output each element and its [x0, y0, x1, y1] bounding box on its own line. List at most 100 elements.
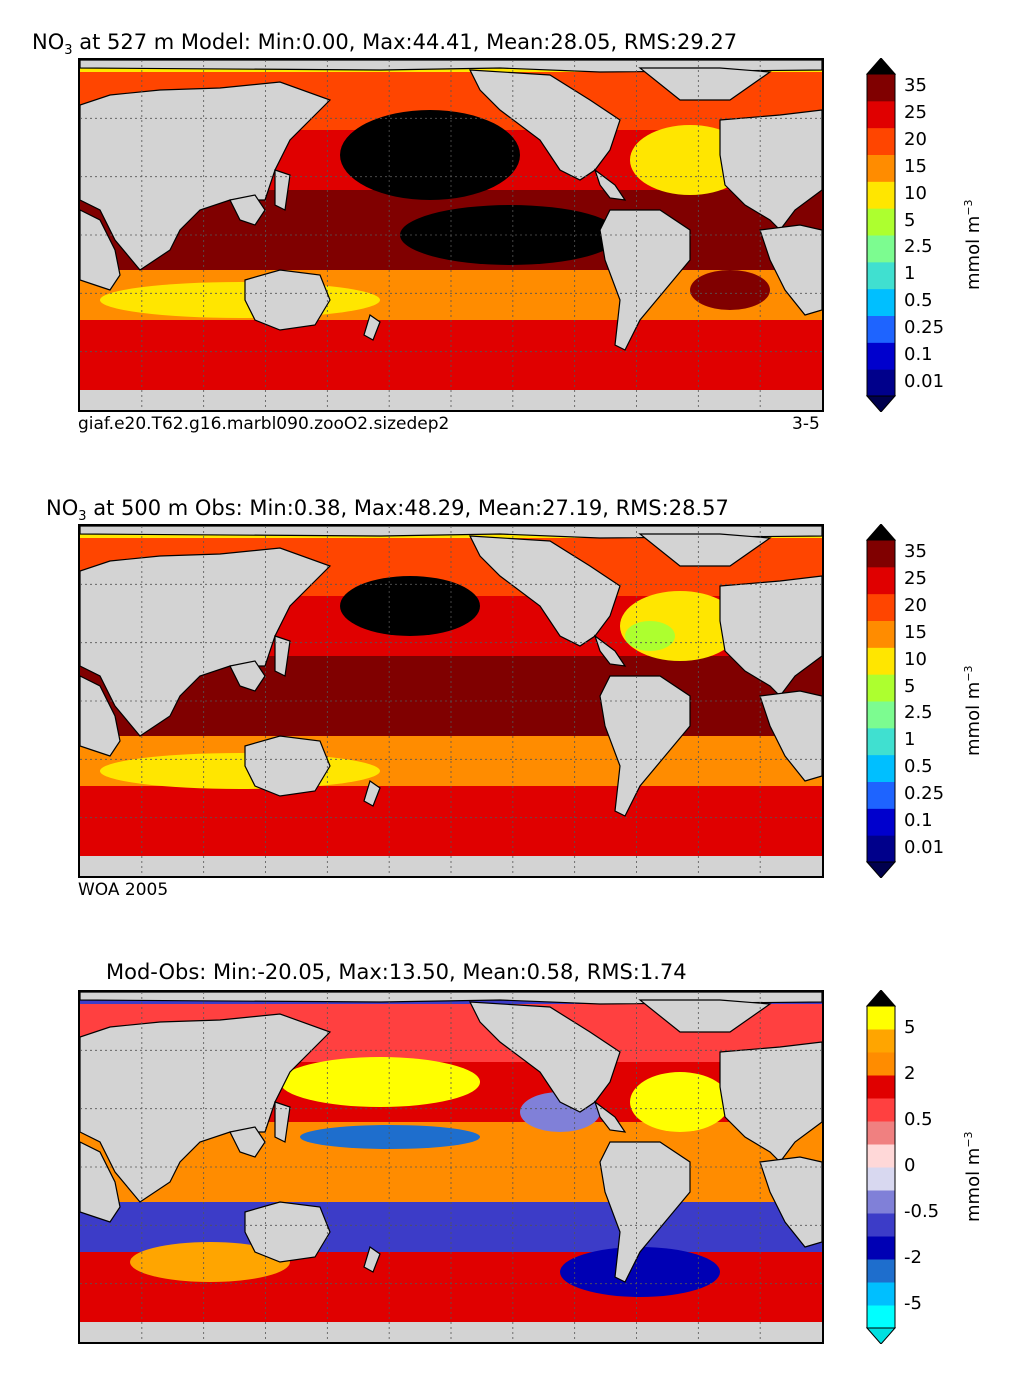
ocean-anomaly-blob [340, 110, 520, 200]
colorbar-tick-label: 10 [904, 648, 927, 670]
colorbar-unit-label: mmol m−3 [962, 199, 984, 290]
land-mass [229, 660, 266, 692]
colorbar-swatch [867, 540, 895, 568]
colorbar-unit-label: mmol m−3 [962, 1131, 984, 1222]
land-mass [80, 209, 121, 291]
colorbar-tick-label: 2.5 [904, 702, 933, 724]
ocean-anomaly-blob [280, 1057, 480, 1107]
land-mass [229, 194, 266, 226]
ocean-anomaly-blob [300, 1125, 480, 1149]
colorbar-tick-label: 0.5 [904, 1109, 933, 1130]
ocean-anomaly-blob [130, 1242, 290, 1282]
colorbar-swatch [867, 181, 895, 209]
model-year-label: 3-5 [792, 414, 820, 434]
ocean-anomaly-blob [625, 621, 675, 651]
colorbar-over-triangle [866, 990, 896, 1007]
colorbar-swatch [867, 261, 895, 290]
colorbar-swatch [867, 1305, 895, 1329]
colorbar-over-triangle [866, 524, 896, 541]
colorbar-swatch [867, 342, 895, 370]
colorbar-frame [866, 1005, 896, 1329]
colorbar-swatch [867, 288, 895, 316]
land-mass [759, 690, 822, 782]
land-mass [80, 81, 332, 271]
colorbar-unit-label: mmol m−3 [962, 665, 984, 756]
colorbar-under-triangle [866, 1327, 896, 1344]
colorbar-swatch [867, 1144, 895, 1168]
colorbar-swatch [867, 754, 895, 782]
land-mass [229, 1126, 266, 1158]
colorbar-tick-label: -5 [904, 1293, 922, 1314]
land-mass [80, 1013, 332, 1203]
ocean-anomaly-blob [340, 576, 480, 636]
colorbar-under-triangle [866, 861, 896, 878]
colorbar-tick-label: 0.01 [904, 836, 945, 858]
land-mass [80, 1141, 121, 1223]
model-map [78, 58, 824, 412]
colorbar-swatch [867, 1121, 895, 1145]
land-mass [638, 67, 772, 101]
colorbar-swatch [867, 1236, 895, 1260]
land-mass [244, 1201, 331, 1263]
land-mass [274, 169, 291, 211]
land-mass [759, 224, 822, 316]
ocean-anomaly-blob [560, 1247, 720, 1297]
colorbar-tick-label: 0 [904, 1155, 916, 1176]
land-mass [599, 1141, 691, 1283]
colorbar-swatch [867, 727, 895, 756]
land-mass [759, 1156, 822, 1248]
model-map-svg [80, 60, 822, 410]
colorbar-swatch [867, 74, 895, 102]
obs-source-label: WOA 2005 [78, 880, 169, 900]
colorbar-svg [866, 990, 896, 1344]
colorbar-tick-label: 1 [904, 263, 916, 285]
colorbar-swatch [867, 620, 895, 648]
colorbar-swatch [867, 1213, 895, 1237]
ocean-anomaly-blob [705, 704, 775, 728]
colorbar-tick-label: 15 [904, 155, 927, 177]
colorbar-swatch [867, 1052, 895, 1076]
colorbar-swatch [867, 1259, 895, 1283]
diff-map [78, 990, 824, 1344]
colorbar-tick-label: 15 [904, 621, 927, 643]
colorbar-swatch [867, 1098, 895, 1122]
ocean-anomaly-blob [690, 270, 770, 310]
land-mass [244, 269, 331, 331]
colorbar-tick-label: 0.5 [904, 290, 933, 312]
land-mass [468, 1001, 621, 1113]
colorbar-tick-label: 35 [904, 75, 927, 97]
colorbar-tick-label: 0.25 [904, 316, 945, 338]
colorbar-swatch [867, 808, 895, 836]
colorbar-swatch [867, 1006, 895, 1030]
colorbar-tick-label: 0.1 [904, 343, 933, 365]
diff-panel-title: Mod-Obs: Min:-20.05, Max:13.50, Mean:0.5… [106, 960, 687, 984]
colorbar-under-triangle [866, 395, 896, 412]
land-mass [468, 535, 621, 647]
model-panel-title: NO3 at 527 m Model: Min:0.00, Max:44.41,… [32, 30, 738, 59]
model-colorbar: 0.01 0.1 0.25 0.5 1 2.5 5 10 15 20 25 35 mmol m−3 [866, 58, 1006, 412]
colorbar-swatch [867, 154, 895, 182]
colorbar-swatch [867, 647, 895, 675]
colorbar-swatch [867, 315, 895, 343]
colorbar-tick-label: -2 [904, 1247, 922, 1268]
colorbar-tick-label: 35 [904, 541, 927, 563]
colorbar-swatch [867, 1167, 895, 1191]
diff-map-svg [80, 992, 822, 1342]
land-mass [80, 675, 121, 757]
colorbar-swatch [867, 1282, 895, 1306]
colorbar-tick-label: 0.01 [904, 370, 945, 392]
land-mass [363, 1246, 381, 1273]
colorbar-swatch [867, 781, 895, 809]
land-mass [599, 675, 691, 817]
colorbar-swatch [867, 100, 895, 129]
land-mass [363, 314, 381, 341]
diff-colorbar: -5 -2 -0.5 0 0.5 2 5 mmol m−3 [866, 990, 1006, 1344]
colorbar-tick-label: 5 [904, 675, 916, 697]
land-mass [638, 533, 772, 567]
colorbar-swatch [867, 835, 895, 863]
land-mass [638, 999, 772, 1033]
land-mass [244, 735, 331, 797]
colorbar-swatch [867, 701, 895, 729]
land-mass [274, 1101, 291, 1143]
colorbar-swatch [867, 674, 895, 702]
